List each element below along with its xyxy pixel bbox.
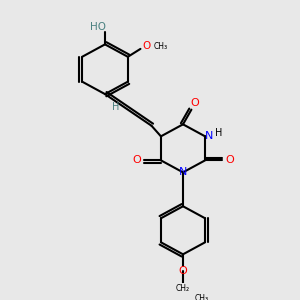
Text: N: N [179,167,187,177]
Text: HO: HO [90,22,106,32]
Text: O: O [190,98,199,108]
Text: CH₂: CH₂ [176,284,190,293]
Text: O: O [225,155,234,165]
Text: H: H [215,128,223,138]
Text: O: O [178,266,188,276]
Text: O: O [132,155,141,165]
Text: CH₃: CH₃ [154,42,168,51]
Text: H: H [112,101,119,112]
Text: N: N [205,131,213,141]
Text: O: O [142,41,151,51]
Text: CH₃: CH₃ [194,294,209,300]
